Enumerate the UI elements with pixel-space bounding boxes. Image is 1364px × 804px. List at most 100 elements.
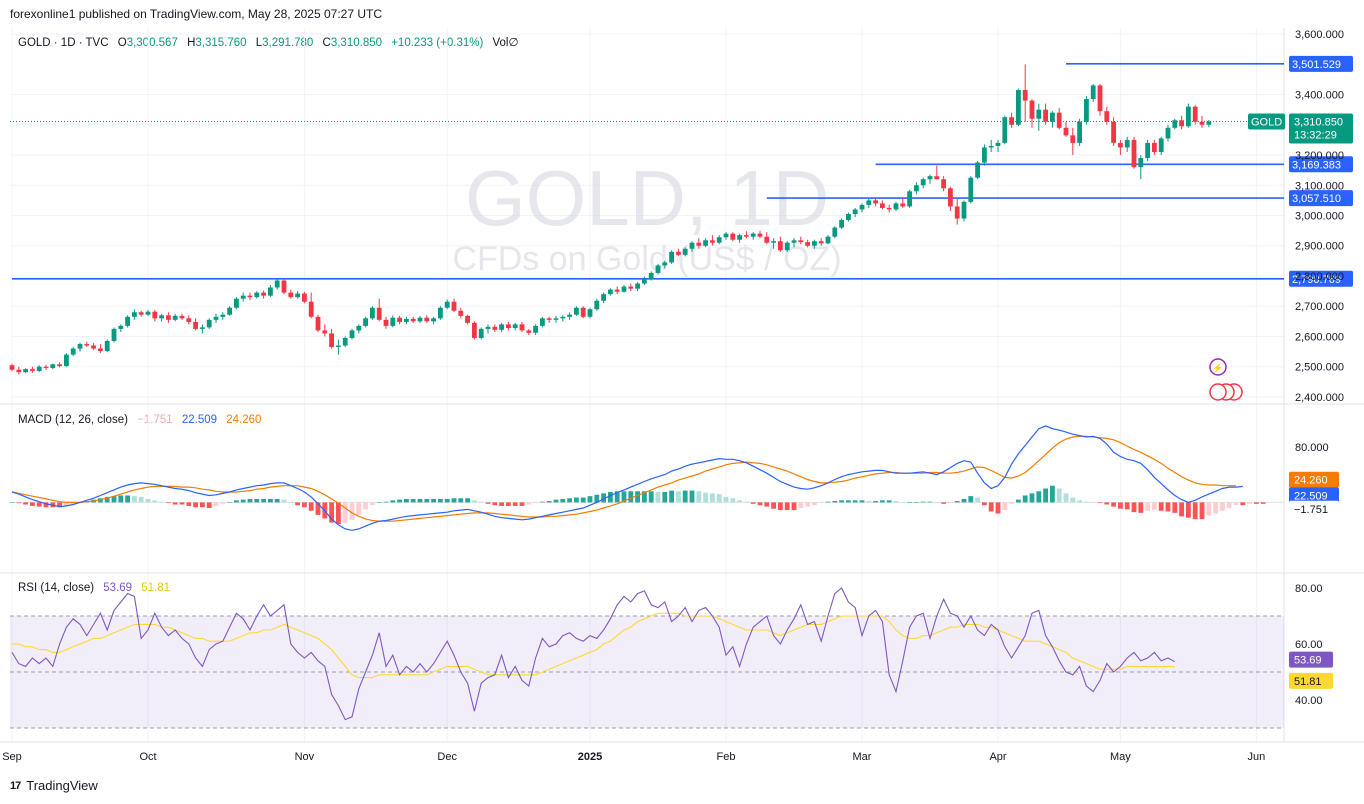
candle-body — [268, 287, 273, 296]
macd-histogram-bar — [580, 497, 586, 503]
candle-body — [1002, 117, 1008, 143]
macd-histogram-bar — [268, 498, 273, 503]
macd-histogram-bar — [336, 502, 341, 524]
macd-histogram-bar — [791, 502, 797, 511]
candle-body — [261, 292, 266, 296]
publisher-header: forexonline1 published on TradingView.co… — [10, 7, 383, 21]
macd-histogram-bar — [1213, 502, 1218, 514]
watermark-subtitle: CFDs on Gold (US$ / OZ) — [452, 240, 841, 278]
candle-body — [1070, 135, 1076, 143]
symbol-price-tag — [1248, 113, 1285, 130]
macd-histogram-bar — [438, 498, 443, 503]
candle-body — [1131, 139, 1137, 168]
macd-histogram-bar — [818, 502, 824, 504]
candle-body — [1111, 121, 1116, 143]
candle-body — [1090, 85, 1096, 100]
time-axis-label: Jun — [1248, 751, 1266, 763]
rsi-ma-line — [12, 612, 1175, 679]
macd-histogram-bar — [1016, 499, 1021, 503]
macd-histogram-bar — [145, 498, 151, 503]
macd-histogram-bar — [193, 502, 198, 508]
macd-histogram-bar — [404, 498, 409, 503]
candle-body — [1138, 158, 1144, 168]
macd-histogram-bar — [132, 496, 137, 503]
macd-histogram-bar — [1063, 493, 1069, 503]
candle-body — [234, 298, 239, 308]
macd-histogram-bar — [295, 502, 300, 506]
macd-histogram-bar — [261, 498, 266, 503]
candle-body — [186, 318, 192, 322]
candle-body — [526, 330, 532, 333]
macd-histogram-bar — [1226, 502, 1232, 508]
candle-body — [689, 242, 695, 249]
us-flag-icon — [1209, 383, 1227, 401]
candle-body — [478, 328, 484, 338]
macd-histogram-bar — [363, 502, 368, 510]
rsi-indicator-name[interactable]: RSI (14, close) — [18, 582, 95, 594]
candle-body — [376, 307, 382, 320]
macd-histogram-bar — [302, 502, 307, 508]
candle-body — [587, 309, 593, 317]
macd-histogram-bar — [784, 502, 790, 511]
candle-body — [424, 317, 430, 322]
macd-histogram-bar — [499, 502, 504, 506]
macd-histogram-bar — [417, 498, 423, 503]
candle-body — [152, 311, 158, 319]
macd-histogram-bar — [682, 490, 688, 503]
candle-body — [1165, 127, 1171, 139]
macd-histogram-bar — [16, 502, 22, 504]
macd-histogram-bar — [1097, 502, 1103, 504]
candle-body — [744, 235, 749, 237]
macd-histogram-bar — [778, 502, 783, 511]
macd-histogram-bar — [988, 502, 994, 512]
candle-body — [431, 318, 436, 322]
level-price-label: 3,501.529 — [1292, 59, 1341, 71]
candle-body — [84, 344, 90, 346]
candle-body — [696, 242, 702, 246]
candle-body — [703, 240, 708, 246]
macd-indicator-name[interactable]: MACD (12, 26, close) — [18, 414, 128, 426]
price-axis-label: 3,200.000 — [1295, 150, 1344, 162]
candle-body — [995, 142, 1001, 146]
candle-body — [57, 364, 62, 367]
last-price-label: 3,310.850 — [1294, 116, 1343, 128]
candle-body — [859, 204, 865, 210]
candle-body — [669, 251, 674, 263]
macd-histogram-bar — [594, 494, 600, 503]
price-axis-label: 2,400.000 — [1295, 392, 1344, 404]
macd-histogram-bar — [315, 502, 321, 515]
macd-histogram-bar — [982, 502, 987, 506]
candle-body — [716, 237, 722, 243]
macd-histogram-bar — [744, 501, 749, 503]
macd-histogram-bar — [1206, 502, 1212, 516]
macd-histogram-bar — [757, 502, 763, 506]
macd-histogram-bar — [737, 500, 742, 503]
macd-histogram-bar — [1036, 491, 1042, 503]
symbol-info[interactable]: GOLD · 1D · TVC — [18, 37, 109, 49]
macd-histogram-bar — [1186, 502, 1191, 518]
candle-body — [308, 301, 314, 317]
candle-body — [220, 314, 226, 317]
close-value: 3,310.850 — [330, 37, 383, 49]
candle-body — [941, 179, 946, 189]
macd-histogram-bar — [635, 491, 640, 503]
macd-signal-tag-label: 24.260 — [1294, 475, 1328, 487]
candle-body — [159, 315, 164, 319]
candle-body — [900, 203, 906, 207]
macd-histogram-bar — [431, 498, 436, 503]
candle-body — [846, 213, 851, 221]
candle-body — [70, 348, 76, 355]
macd-histogram-bar — [125, 495, 130, 503]
macd-histogram-bar — [308, 502, 314, 511]
macd-histogram-bar — [1084, 501, 1089, 503]
open-value: 3,300.567 — [126, 37, 178, 49]
level-price-tag — [1289, 270, 1353, 287]
candle-body — [404, 318, 409, 322]
candle-body — [322, 330, 328, 334]
candle-body — [363, 318, 368, 326]
macd-histogram-bar — [220, 502, 226, 504]
macd-histogram-bar — [370, 502, 375, 506]
macd-histogram-bar — [866, 501, 872, 503]
candle-body — [662, 262, 668, 266]
